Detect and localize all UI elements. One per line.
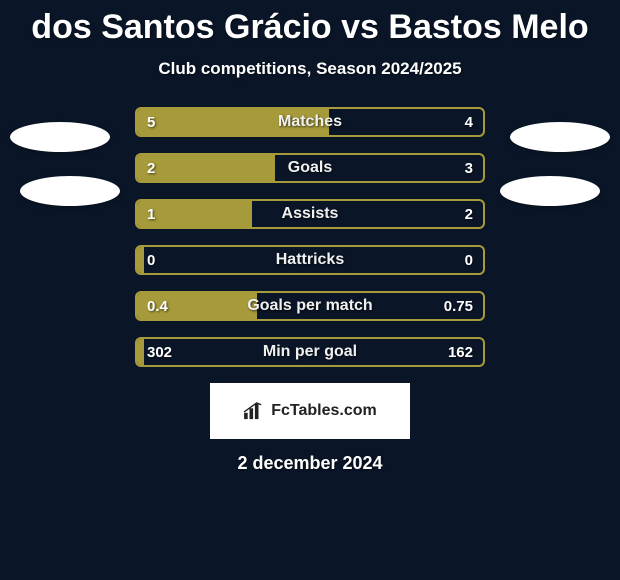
bar-left <box>137 109 329 135</box>
page-title: dos Santos Grácio vs Bastos Melo <box>0 0 620 47</box>
value-right: 2 <box>465 201 473 227</box>
value-left: 302 <box>147 339 172 365</box>
value-right: 4 <box>465 109 473 135</box>
value-left: 1 <box>147 201 155 227</box>
subtitle: Club competitions, Season 2024/2025 <box>0 59 620 79</box>
stat-row: 0 Hattricks 0 <box>135 245 485 275</box>
bar-left <box>137 247 144 273</box>
value-left: 0 <box>147 247 155 273</box>
metric-label: Min per goal <box>137 339 483 365</box>
stat-row: 5 Matches 4 <box>135 107 485 137</box>
comparison-chart: 5 Matches 4 2 Goals 3 1 Assists 2 0 Hatt… <box>0 107 620 367</box>
bar-left <box>137 339 144 365</box>
date: 2 december 2024 <box>0 453 620 474</box>
value-left: 5 <box>147 109 155 135</box>
logo-text: FcTables.com <box>271 402 377 420</box>
bar-left <box>137 155 275 181</box>
value-left: 0.4 <box>147 293 168 319</box>
stat-row: 302 Min per goal 162 <box>135 337 485 367</box>
value-right: 3 <box>465 155 473 181</box>
logo-box: FcTables.com <box>210 383 410 439</box>
value-left: 2 <box>147 155 155 181</box>
value-right: 0 <box>465 247 473 273</box>
value-right: 0.75 <box>444 293 473 319</box>
metric-label: Hattricks <box>137 247 483 273</box>
stat-row: 0.4 Goals per match 0.75 <box>135 291 485 321</box>
stat-row: 1 Assists 2 <box>135 199 485 229</box>
value-right: 162 <box>448 339 473 365</box>
stat-row: 2 Goals 3 <box>135 153 485 183</box>
bars-icon <box>243 402 265 420</box>
